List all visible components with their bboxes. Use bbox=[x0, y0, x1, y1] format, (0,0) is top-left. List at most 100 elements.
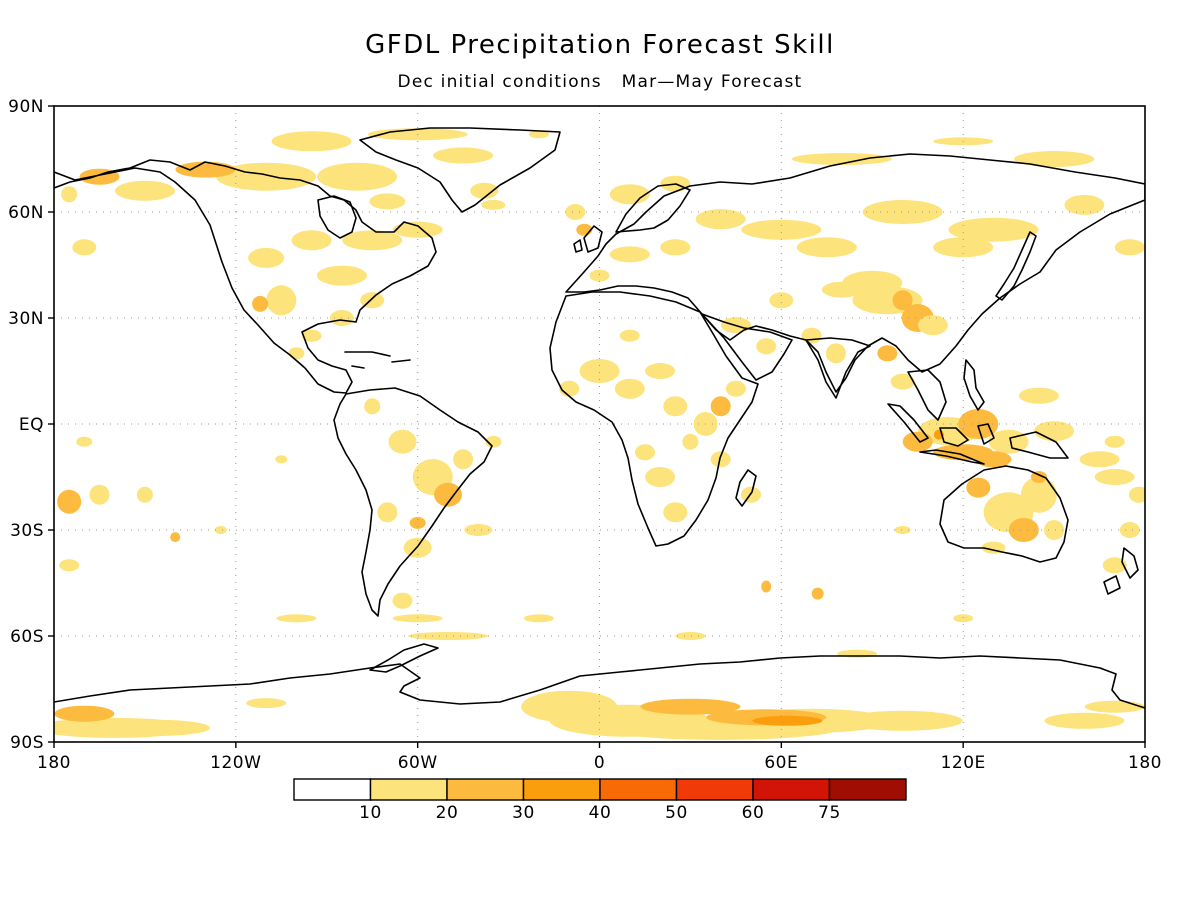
skill-patch-55 bbox=[821, 281, 862, 298]
skill-patch-53 bbox=[892, 290, 913, 311]
skill-patch-100 bbox=[635, 444, 655, 461]
skill-patch-38 bbox=[791, 153, 892, 165]
coast-arabia bbox=[701, 313, 793, 381]
coast-south-america bbox=[333, 387, 493, 617]
skill-patch-75 bbox=[1008, 518, 1039, 542]
skill-patch-84 bbox=[377, 502, 398, 523]
axes: 180 120W 60W 0 60E 120E 180 90N 60N 30N EQ 30S 60S 90… bbox=[8, 97, 1162, 773]
skill-patch-29 bbox=[266, 285, 297, 316]
legend-swatch bbox=[293, 778, 372, 801]
skill-patch-77 bbox=[966, 477, 991, 498]
skill-patch-131 bbox=[894, 526, 911, 534]
legend-label: 60 bbox=[742, 803, 765, 823]
skill-patch-44 bbox=[695, 209, 746, 230]
skill-patch-124 bbox=[675, 632, 706, 640]
skill-patch-58 bbox=[825, 343, 846, 364]
skill-patch-70 bbox=[1018, 387, 1059, 404]
x-tick-label: 180 bbox=[1128, 753, 1162, 773]
legend-swatch bbox=[522, 778, 601, 801]
skill-patch-135 bbox=[275, 455, 288, 464]
coast-scandinavia bbox=[615, 183, 691, 233]
x-tick-label: 60E bbox=[764, 753, 798, 773]
legend-label: 75 bbox=[818, 803, 841, 823]
skill-patch-41 bbox=[862, 200, 943, 224]
skill-patch-79 bbox=[1030, 471, 1047, 483]
skill-patch-35 bbox=[288, 347, 305, 360]
legend-label: 40 bbox=[589, 803, 612, 823]
y-tick-label: 90S bbox=[10, 733, 44, 753]
skill-patch-59 bbox=[877, 345, 898, 362]
coast-australia bbox=[939, 465, 1069, 563]
skill-patch-130 bbox=[953, 614, 974, 623]
color-legend: 10 20 30 40 50 60 75 bbox=[293, 778, 907, 823]
skill-patch-115 bbox=[170, 532, 181, 543]
skill-patch-107 bbox=[756, 338, 777, 355]
legend-swatch bbox=[369, 778, 448, 801]
legend-swatch bbox=[675, 778, 754, 801]
skill-patch-26 bbox=[470, 182, 499, 199]
skill-patch-37 bbox=[565, 204, 586, 220]
skill-patch-126 bbox=[59, 559, 80, 572]
y-tick-label: 60N bbox=[8, 203, 44, 223]
coast-southeast-asia bbox=[907, 369, 947, 421]
legend-label: 20 bbox=[436, 803, 459, 823]
skill-patch-27 bbox=[528, 130, 549, 139]
coast-antarctic-peninsula bbox=[369, 643, 439, 673]
skill-patch-22 bbox=[433, 147, 494, 164]
skill-patch-103 bbox=[682, 433, 699, 450]
skill-patch-71 bbox=[1079, 451, 1120, 468]
legend-label: 30 bbox=[512, 803, 535, 823]
skill-patch-49 bbox=[1064, 194, 1105, 215]
y-tick-label: 30N bbox=[8, 309, 44, 329]
coast-india bbox=[805, 337, 871, 399]
skill-patch-56 bbox=[917, 315, 948, 336]
skill-patch-93 bbox=[645, 363, 676, 379]
skill-patch-117 bbox=[61, 186, 78, 203]
coast-madagascar bbox=[735, 469, 757, 507]
skill-patch-134 bbox=[214, 526, 227, 534]
skill-patch-83 bbox=[453, 449, 474, 470]
skill-patch-74 bbox=[1020, 476, 1057, 513]
skill-patch-66 bbox=[1034, 421, 1075, 442]
skill-patch-34 bbox=[252, 295, 269, 312]
skill-patch-133 bbox=[76, 436, 93, 447]
skill-patch-123 bbox=[811, 587, 824, 600]
legend-swatch bbox=[752, 778, 831, 801]
coast-indonesia bbox=[887, 403, 1069, 465]
skill-patch-50 bbox=[1114, 239, 1145, 256]
skill-patch-94 bbox=[663, 396, 688, 417]
skill-shading-layer bbox=[54, 128, 1145, 740]
skill-patch-106 bbox=[619, 329, 640, 342]
skill-patch-82 bbox=[388, 429, 417, 454]
legend-swatch bbox=[828, 778, 907, 801]
skill-patch-76 bbox=[1044, 520, 1065, 540]
skill-patch-9 bbox=[54, 705, 115, 722]
skill-patch-128 bbox=[1119, 522, 1140, 538]
skill-patch-104 bbox=[710, 451, 731, 468]
skill-patch-20 bbox=[317, 162, 398, 191]
skill-patch-132 bbox=[1104, 435, 1125, 448]
y-tick-label: 30S bbox=[10, 521, 44, 541]
skill-patch-21 bbox=[369, 193, 406, 210]
skill-patch-40 bbox=[1014, 151, 1095, 167]
skill-patch-113 bbox=[89, 484, 110, 505]
skill-patch-42 bbox=[948, 217, 1039, 242]
coastline-layer bbox=[54, 127, 1145, 709]
skill-patch-118 bbox=[276, 614, 317, 623]
skill-patch-120 bbox=[523, 614, 554, 623]
skill-patch-17 bbox=[175, 161, 236, 178]
skill-patch-57 bbox=[801, 327, 822, 344]
skill-patch-97 bbox=[725, 380, 746, 397]
skill-patch-10 bbox=[110, 719, 211, 736]
skill-patch-18 bbox=[114, 180, 175, 201]
coast-japan bbox=[995, 231, 1037, 301]
x-tick-label: 120W bbox=[210, 753, 261, 773]
skill-patch-116 bbox=[72, 239, 97, 256]
legend-swatch bbox=[599, 778, 678, 801]
skill-patch-23 bbox=[291, 230, 332, 251]
skill-patch-7 bbox=[752, 715, 823, 726]
coast-philippines bbox=[963, 359, 985, 411]
skill-patch-30 bbox=[316, 265, 367, 286]
chart-title: GFDL Precipitation Forecast Skill bbox=[365, 30, 835, 60]
